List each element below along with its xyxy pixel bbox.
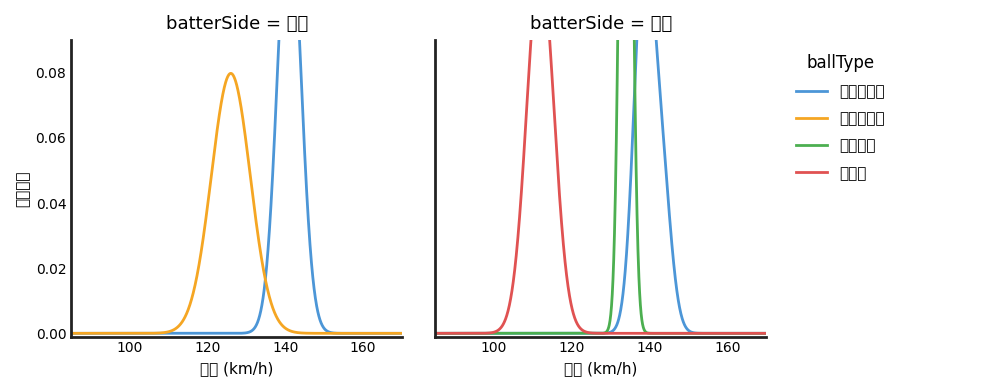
Title: batterSide = 右打: batterSide = 右打 (529, 15, 671, 33)
X-axis label: 球速 (km/h): 球速 (km/h) (200, 361, 273, 376)
X-axis label: 球速 (km/h): 球速 (km/h) (564, 361, 637, 376)
Legend: ストレート, スライダー, フォーク, カーブ: ストレート, スライダー, フォーク, カーブ (789, 48, 890, 187)
Y-axis label: 確率密度: 確率密度 (15, 170, 30, 206)
Title: batterSide = 左打: batterSide = 左打 (165, 15, 307, 33)
